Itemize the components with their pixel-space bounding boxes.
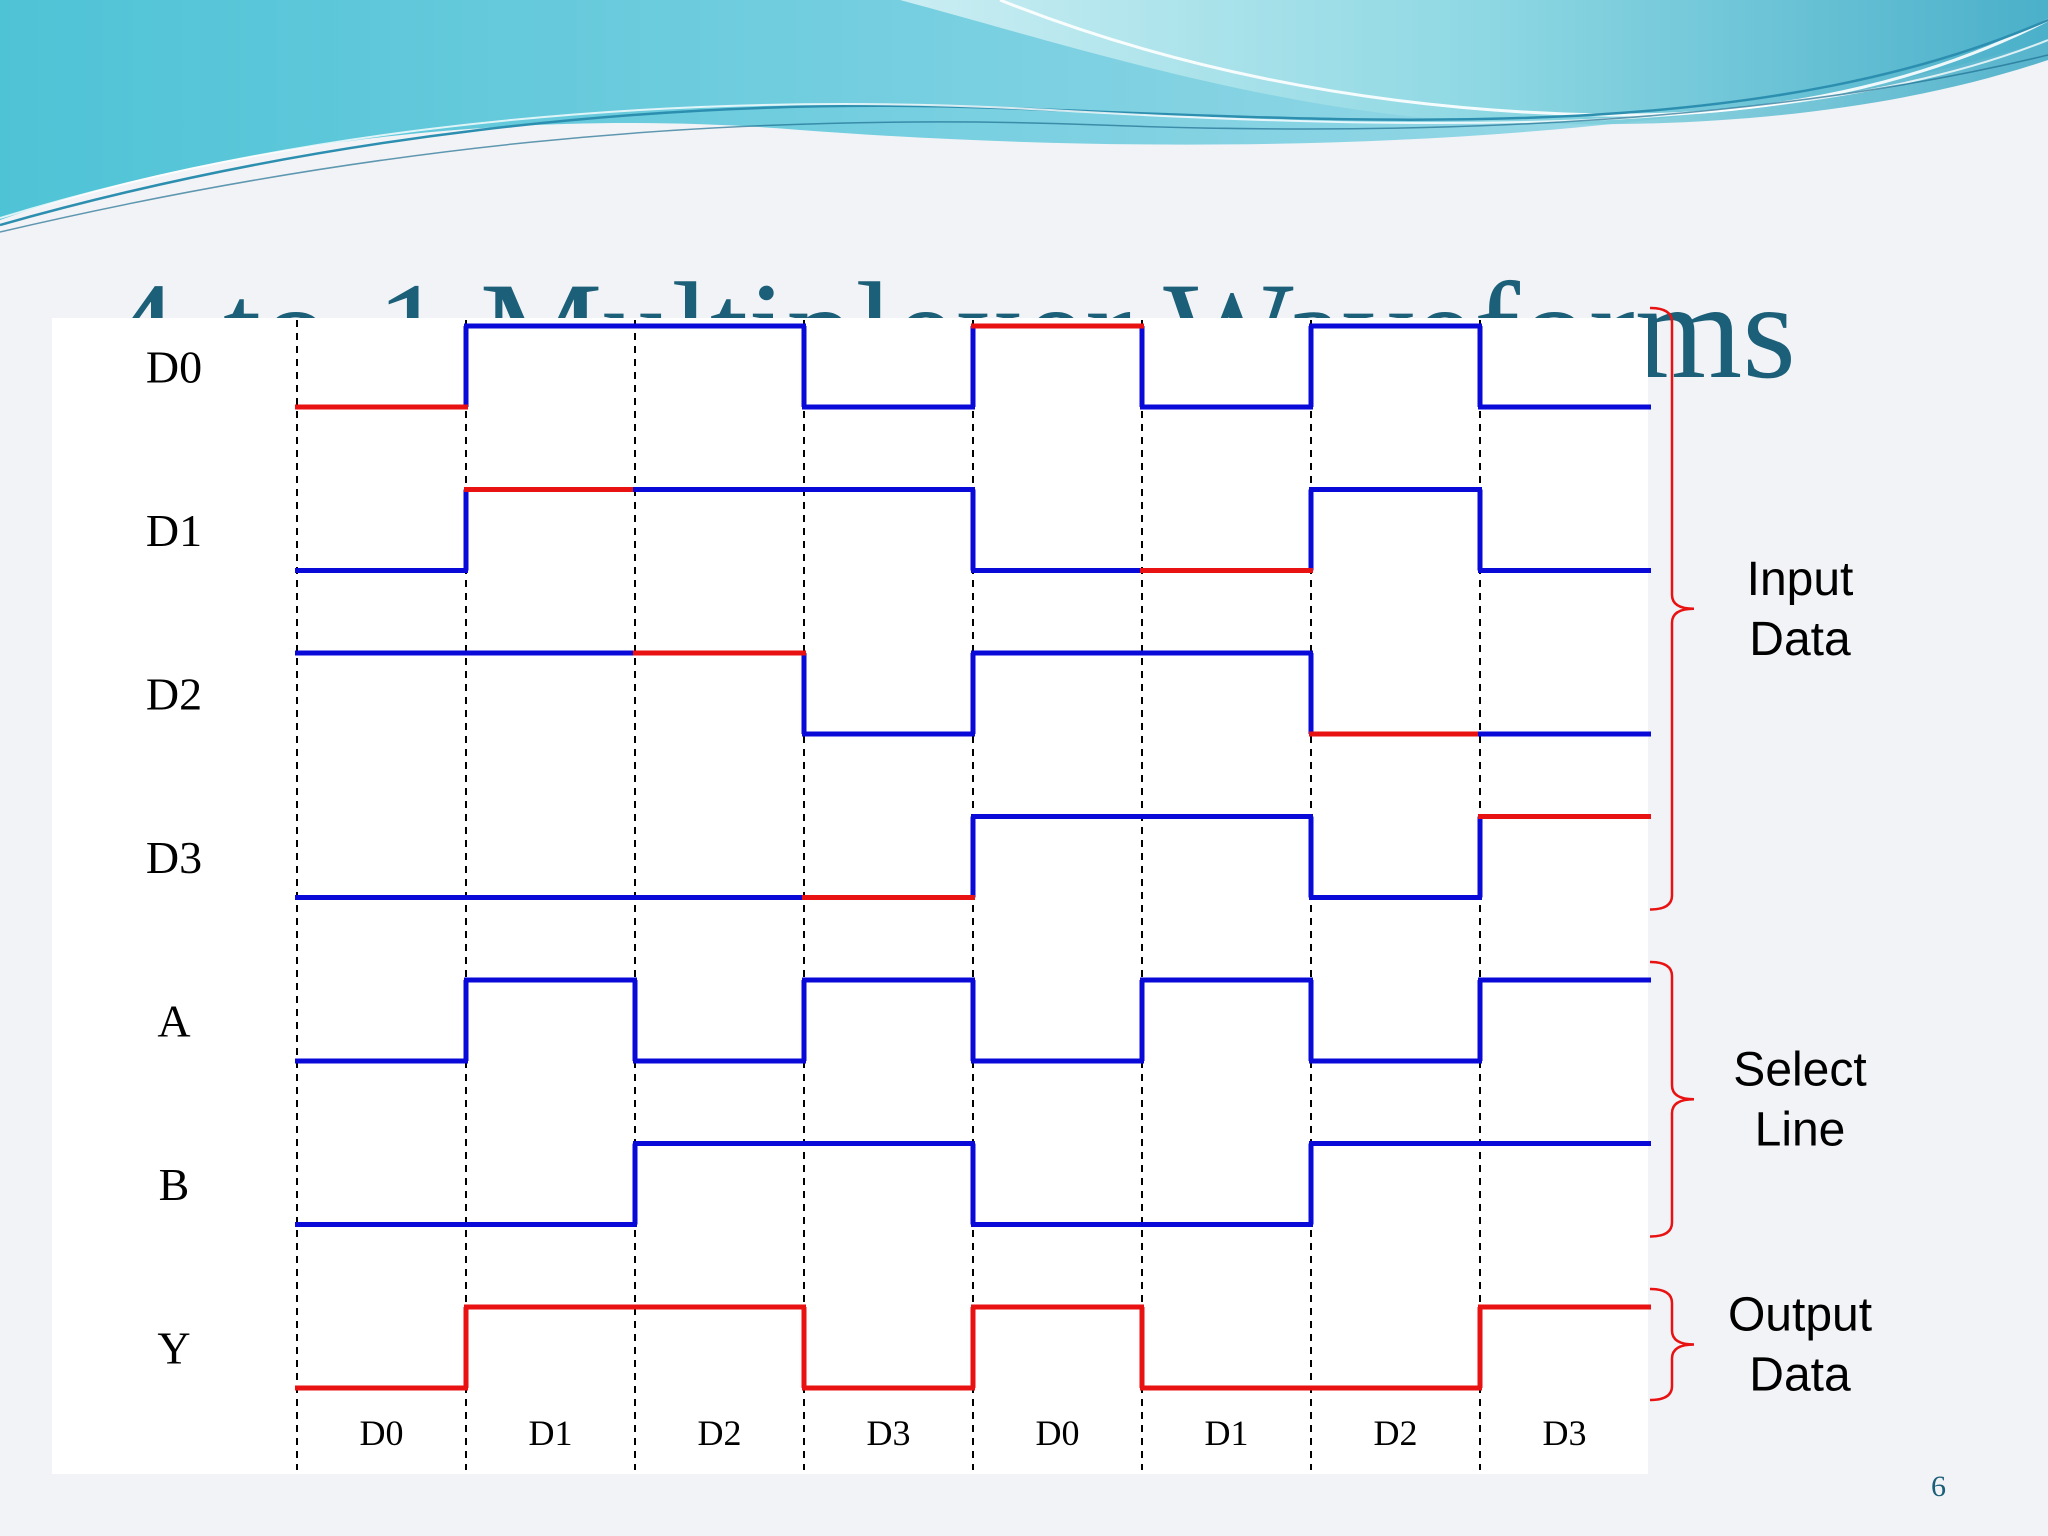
slot-label: D1: [529, 1413, 573, 1453]
signal-label-d0: D0: [146, 342, 202, 393]
page-number: 6: [1931, 1470, 1946, 1503]
signal-label-b: B: [159, 1159, 190, 1210]
signal-groups: Input Data Select Line Output Data: [1649, 306, 1872, 1402]
signal-label-y: Y: [157, 1323, 190, 1374]
signal-label-d1: D1: [146, 505, 202, 556]
slot-label: D1: [1205, 1413, 1249, 1453]
group-select-line: Select Line: [1649, 960, 1867, 1238]
signal-labels: D0 D1 D2 D3 A B Y: [146, 342, 202, 1374]
group-label-line: Data: [1749, 1349, 1851, 1402]
group-brace: [1649, 306, 1695, 911]
group-output-data: Output Data: [1649, 1287, 1872, 1402]
group-label-line: Output: [1728, 1289, 1872, 1342]
slot-label: D2: [1374, 1413, 1418, 1453]
slot-label: D2: [698, 1413, 742, 1453]
time-slot-labels: D0 D1 D2 D3 D0 D1 D2 D3: [360, 1413, 1587, 1453]
slot-label: D3: [1543, 1413, 1587, 1453]
slot-label: D0: [1036, 1413, 1080, 1453]
group-brace: [1649, 1287, 1695, 1402]
waveform-b: [295, 1141, 1651, 1227]
group-label-line: Input: [1747, 553, 1854, 606]
waveform-d2: [295, 650, 1651, 737]
group-input-data: Input Data: [1649, 306, 1854, 911]
waveform-d3: [295, 814, 1651, 900]
group-brace: [1649, 960, 1695, 1238]
waveform-y: [295, 1304, 1651, 1391]
waveform-traces: [295, 323, 1651, 1391]
signal-label-d2: D2: [146, 669, 202, 720]
waveform-d1: [295, 487, 1651, 573]
header-wave-banner: [0, 0, 2048, 233]
group-label-line: Line: [1755, 1103, 1846, 1156]
signal-label-a: A: [157, 996, 190, 1047]
waveform-d0: [295, 323, 1651, 410]
waveform-a: [295, 977, 1651, 1064]
signal-label-d3: D3: [146, 832, 202, 883]
slot-label: D0: [360, 1413, 404, 1453]
group-label-line: Select: [1733, 1043, 1866, 1096]
slot-label: D3: [867, 1413, 911, 1453]
group-label-line: Data: [1749, 613, 1851, 666]
